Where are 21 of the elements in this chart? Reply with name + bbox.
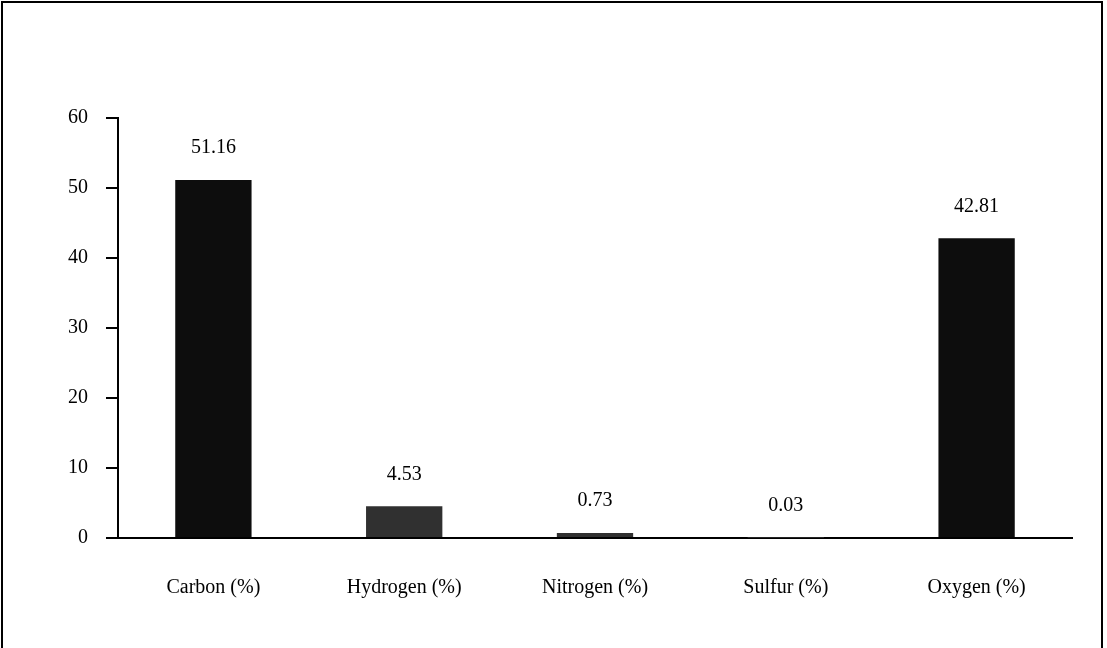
y-tick-label: 20	[68, 385, 88, 408]
x-tick-label: Nitrogen (%)	[541, 575, 649, 599]
bar	[556, 532, 634, 537]
bar	[175, 179, 252, 537]
bar	[938, 238, 1015, 537]
x-tick-label: Hydrogen (%)	[346, 575, 462, 599]
y-tick-label: 30	[68, 315, 88, 338]
data-label: 4.53	[386, 461, 422, 484]
y-tick-label: 10	[68, 455, 88, 478]
data-label: 42.81	[954, 193, 1000, 216]
data-label: 0.73	[577, 488, 613, 511]
y-tick-label: 60	[68, 105, 88, 128]
data-label: 51.16	[190, 135, 236, 158]
data-label: 0.03	[768, 493, 804, 516]
x-tick-label: Sulfur (%)	[743, 575, 829, 599]
y-tick-label: 50	[68, 175, 88, 198]
x-tick-label: Oxygen (%)	[927, 575, 1026, 599]
bar	[366, 506, 443, 537]
y-tick-label: 0	[78, 525, 88, 548]
x-tick-label: Carbon (%)	[166, 575, 261, 599]
y-tick-label: 40	[68, 245, 88, 268]
